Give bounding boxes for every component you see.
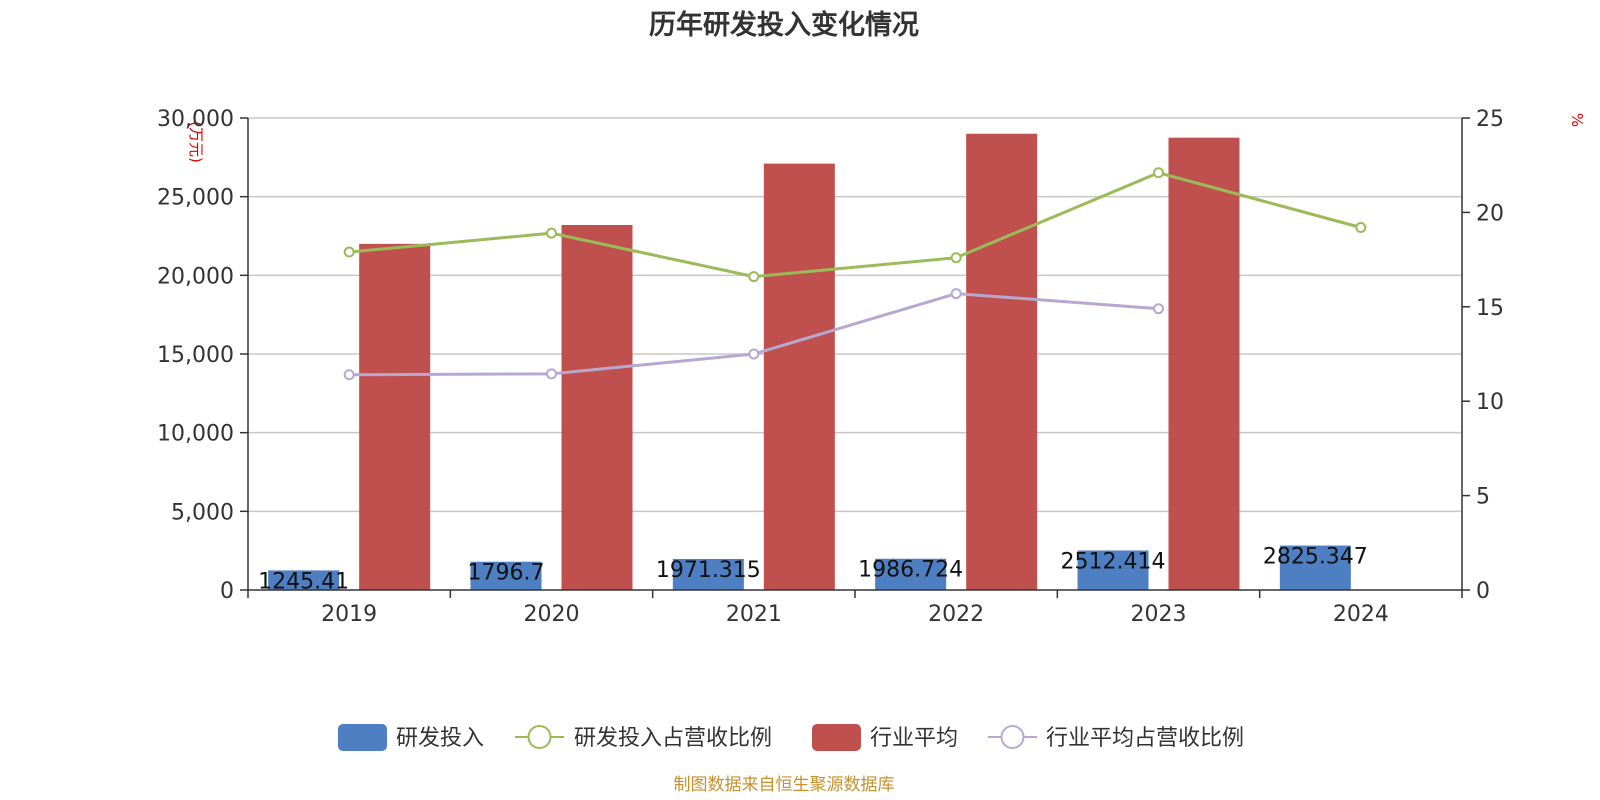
- line-point: [748, 271, 760, 283]
- legend-label: 研发投入占营收比例: [574, 726, 772, 751]
- right-tick-label: 15: [1476, 296, 1504, 321]
- legend-item[interactable]: 行业平均: [812, 724, 958, 751]
- bar: [561, 224, 633, 590]
- bar-value-label: 2512.414: [1061, 549, 1166, 574]
- left-tick-label: 0: [220, 579, 234, 604]
- axes: 0 5,000 10,000 15,000 20,000 25,000 30,000 0 5 10…: [157, 107, 1504, 627]
- bar-value-label: 1971.315: [656, 558, 761, 583]
- grid-lines: [248, 117, 1462, 513]
- right-tick-label: 0: [1476, 579, 1490, 604]
- left-tick-label: 15,000: [157, 343, 234, 368]
- bar: [1279, 545, 1351, 590]
- x-tick-label: 2024: [1333, 602, 1389, 627]
- bar: [1168, 137, 1240, 590]
- source-note: 制图数据来自恒生聚源数据库: [674, 775, 895, 795]
- bars: [268, 133, 1351, 591]
- line-point: [546, 227, 557, 239]
- bar: [268, 570, 340, 590]
- chart-title: 历年研发投入变化情况: [649, 9, 919, 41]
- line-point: [1355, 222, 1367, 234]
- x-tick-label: 2022: [928, 602, 984, 627]
- legend[interactable]: 研发投入 研发投入占营收比例 行业平均 行业平均占营收比例: [338, 724, 1244, 751]
- legend-label: 研发投入: [396, 726, 484, 751]
- line-point: [748, 348, 760, 360]
- line-point: [950, 288, 962, 300]
- bar: [672, 558, 744, 590]
- right-tick-label: 20: [1476, 201, 1504, 226]
- left-axis-unit: (万元): [187, 121, 205, 163]
- legend-label: 行业平均: [870, 726, 958, 751]
- bar: [359, 243, 431, 590]
- left-tick-label: 20,000: [157, 264, 234, 289]
- right-tick-label: 25: [1476, 107, 1504, 132]
- bar: [966, 133, 1038, 590]
- x-tick-label: 2021: [726, 602, 782, 627]
- right-tick-label: 10: [1476, 390, 1504, 415]
- x-tick-label: 2023: [1131, 602, 1187, 627]
- bar-value-label: 1796.7: [468, 561, 545, 586]
- legend-item[interactable]: 行业平均占营收比例: [988, 725, 1244, 751]
- left-tick-label: 30,000: [157, 107, 234, 132]
- legend-marker: [1000, 725, 1025, 749]
- lines: [343, 167, 1367, 381]
- left-tick-label: 5,000: [171, 500, 234, 525]
- line-point: [1153, 303, 1164, 315]
- legend-item[interactable]: 研发投入占营收比例: [515, 725, 772, 751]
- bar-value-label: 1245.41: [258, 569, 349, 594]
- legend-label: 行业平均占营收比例: [1046, 726, 1244, 751]
- x-tick-label: 2020: [524, 602, 580, 627]
- legend-marker: [527, 725, 552, 749]
- left-tick-label: 25,000: [157, 186, 234, 211]
- line-point: [950, 252, 962, 264]
- x-tick-label: 2019: [321, 602, 377, 627]
- legend-swatch: [338, 724, 387, 751]
- line-point: [1153, 167, 1164, 179]
- left-tick-label: 10,000: [157, 422, 234, 447]
- series-line: [349, 171, 1362, 279]
- bar: [875, 558, 947, 590]
- right-tick-label: 5: [1476, 485, 1490, 510]
- right-axis-unit: %: [1568, 113, 1586, 127]
- line-point: [343, 369, 355, 381]
- bar-value-label: 2825.347: [1263, 545, 1368, 570]
- bar: [470, 561, 542, 590]
- legend-swatch: [812, 724, 861, 751]
- line-point: [546, 368, 557, 380]
- legend-item[interactable]: 研发投入: [338, 724, 484, 751]
- bar-value-label: 1986.724: [858, 558, 963, 583]
- bar: [1077, 550, 1149, 590]
- data-labels: 1245.41 1796.7 1971.315 1986.724 2512.414 282…: [258, 545, 1368, 595]
- line-point: [343, 246, 355, 258]
- bar: [763, 163, 835, 591]
